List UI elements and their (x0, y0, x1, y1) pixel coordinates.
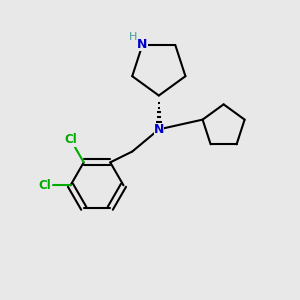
Text: N: N (137, 38, 148, 51)
Text: Cl: Cl (38, 179, 51, 192)
Text: H: H (129, 32, 137, 42)
Text: N: N (154, 123, 164, 136)
Text: Cl: Cl (64, 134, 77, 146)
